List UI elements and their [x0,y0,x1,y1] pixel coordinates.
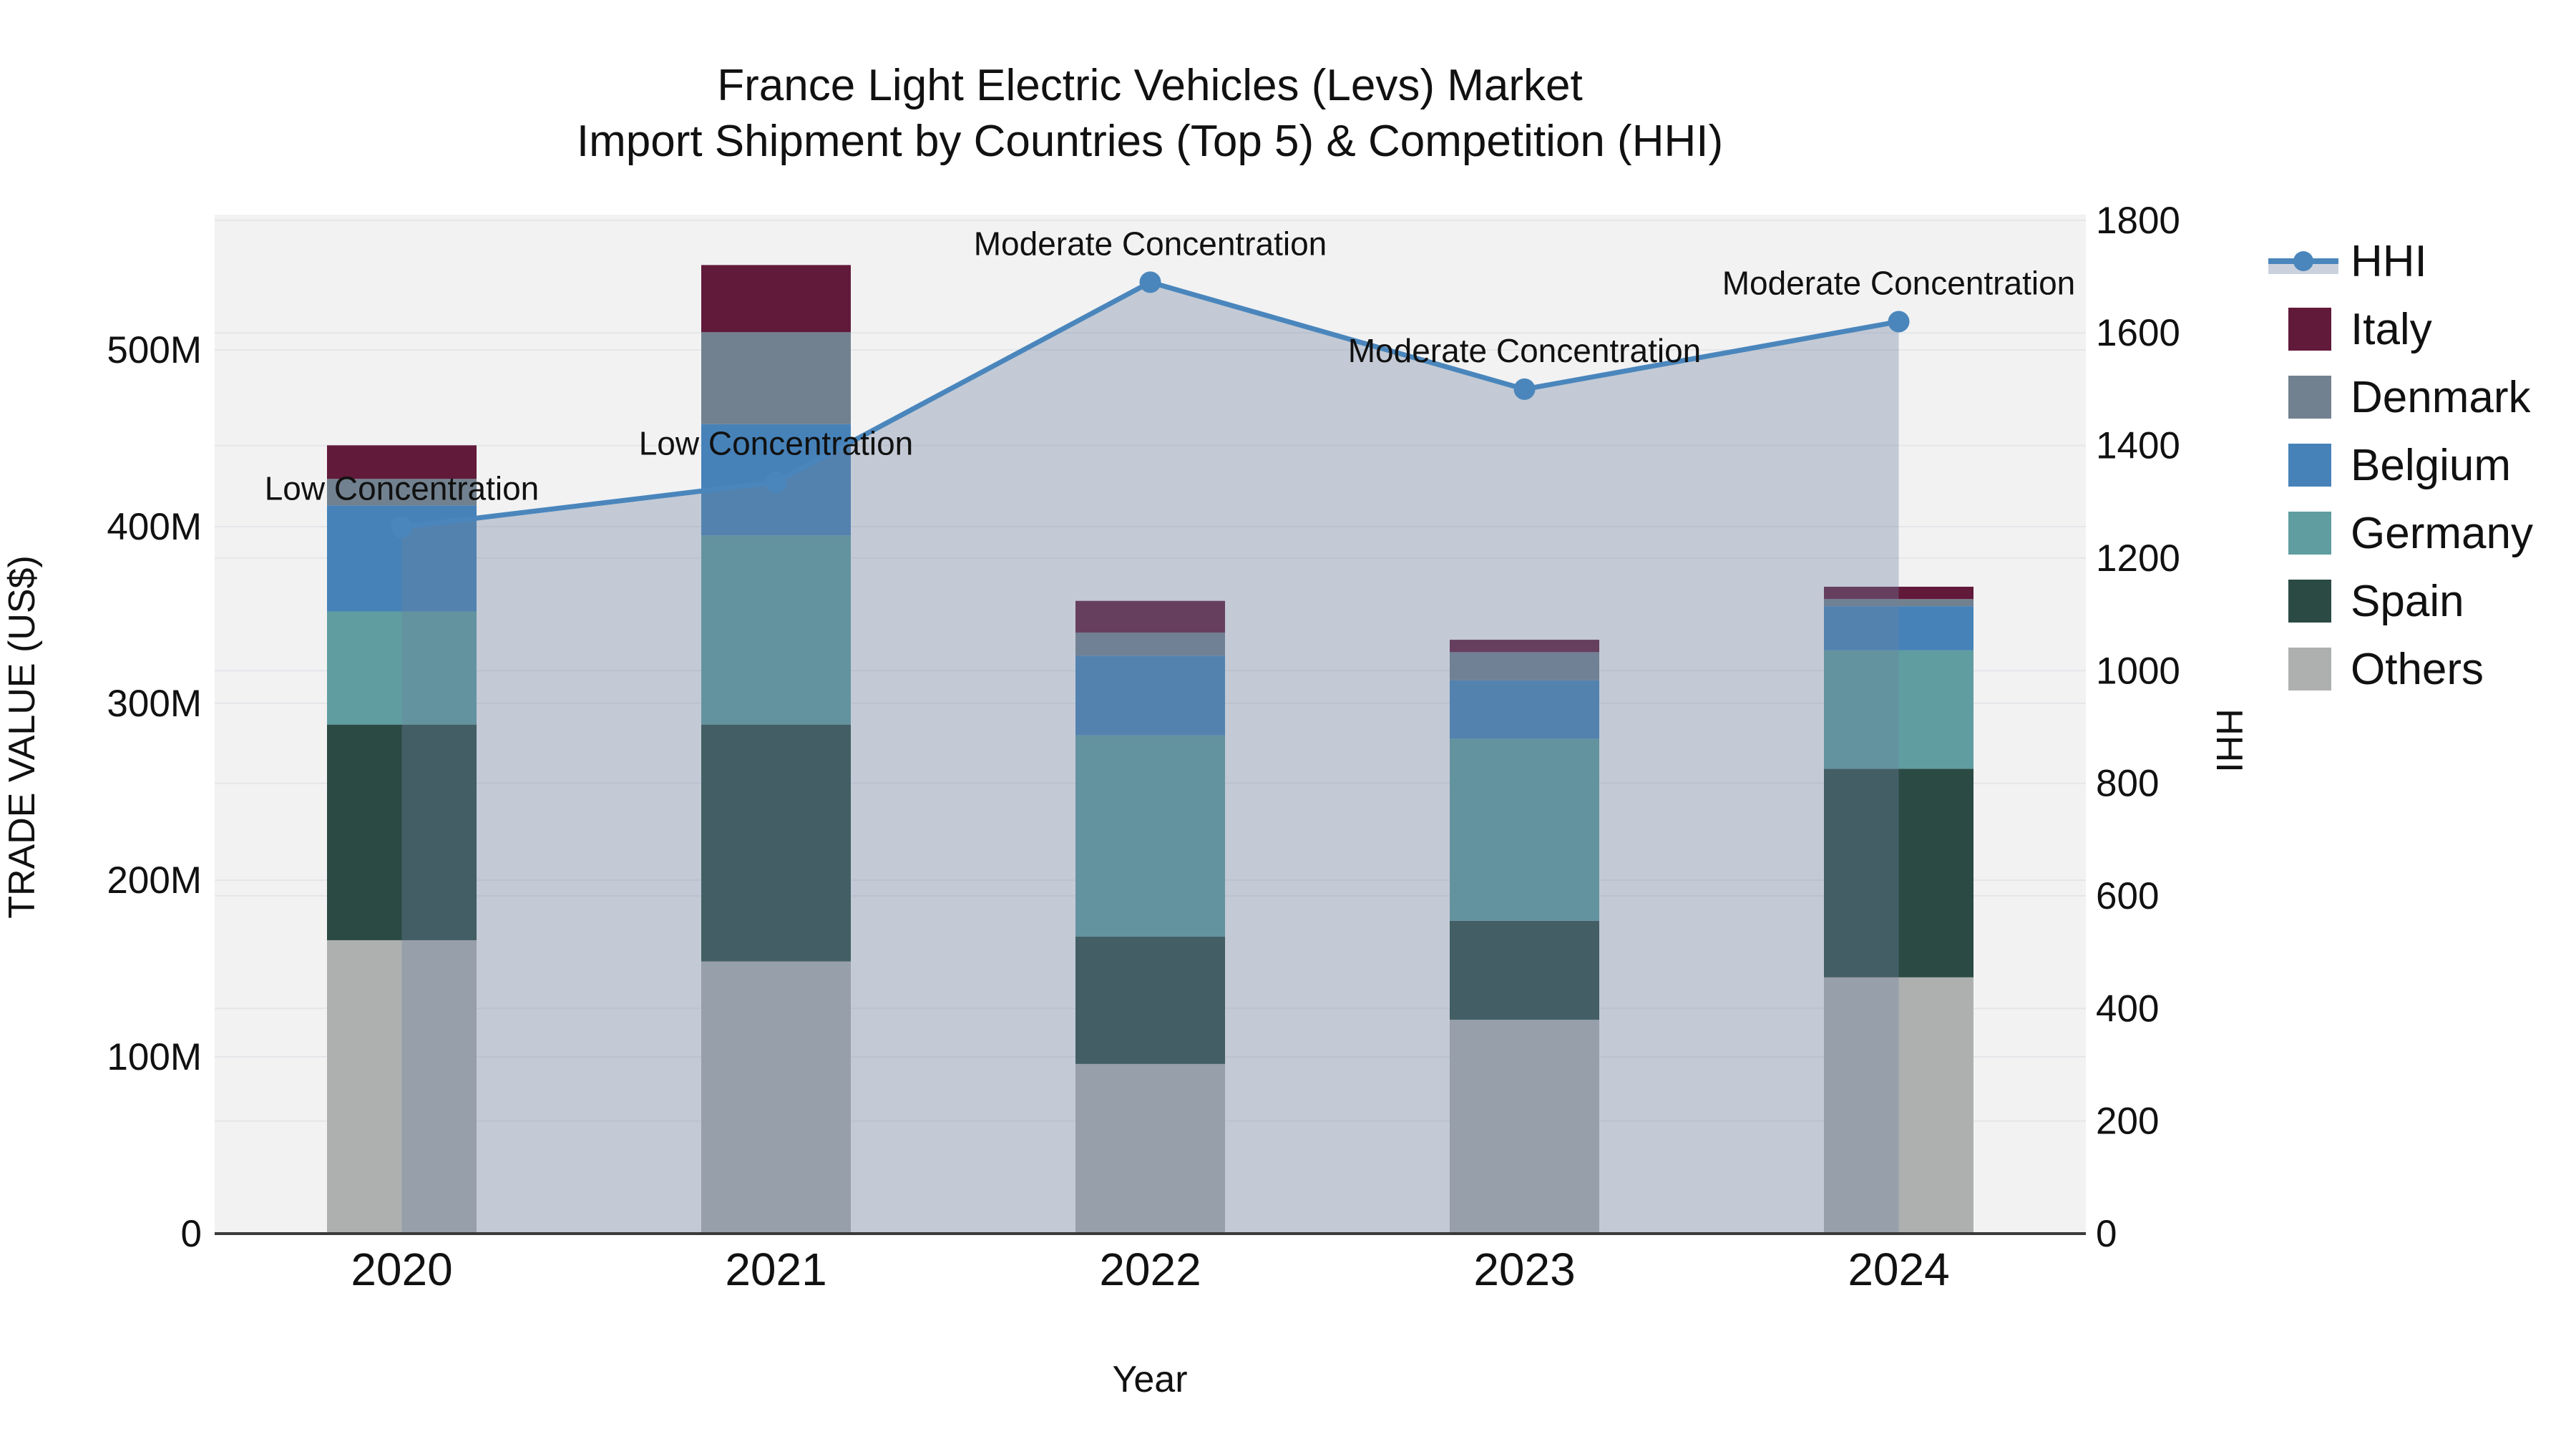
bar-segment-spain-2021 [701,724,851,962]
bar-segment-germany-2020 [327,611,477,725]
right-tick-1400: 1400 [2096,425,2180,467]
bar-segment-denmark-2021 [701,332,851,424]
legend-label-hhi: HHI [2351,237,2427,286]
left-tick-200M: 200M [107,859,202,902]
right-tick-200: 200 [2096,1101,2159,1143]
annotation-2023: Moderate Concentration [1348,332,1702,369]
hhi-marker-2024 [1888,311,1910,333]
annotation-2022: Moderate Concentration [974,225,1327,262]
bar-segment-others-2020 [327,940,477,1234]
legend-label-germany: Germany [2351,509,2533,558]
right-tick-400: 400 [2096,987,2159,1030]
x-tick-2020: 2020 [351,1244,452,1295]
legend-label-italy: Italy [2351,305,2432,354]
bar-segment-belgium-2023 [1450,680,1599,739]
legend-item-others[interactable]: Others [2288,645,2484,694]
bar-segment-others-2022 [1075,1063,1225,1234]
left-tick-500M: 500M [107,329,202,371]
bar-segment-others-2024 [1824,977,1974,1234]
bar-segment-italy-2022 [1075,600,1225,633]
bar-segment-spain-2022 [1075,937,1225,1064]
legend-label-denmark: Denmark [2351,373,2532,422]
left-tick-100M: 100M [107,1036,202,1078]
right-tick-800: 800 [2096,763,2159,805]
annotation-2020: Low Concentration [265,470,540,507]
right-tick-1200: 1200 [2096,537,2180,580]
x-tick-2021: 2021 [725,1244,826,1295]
bar-segment-italy-2023 [1450,640,1599,653]
bar-segment-spain-2023 [1450,920,1599,1020]
chart-title-line2: Import Shipment by Countries (Top 5) & C… [577,117,1723,166]
annotation-2021: Low Concentration [639,425,914,462]
legend-item-germany[interactable]: Germany [2288,509,2533,558]
bar-segment-spain-2020 [327,724,477,940]
legend-item-spain[interactable]: Spain [2288,577,2464,626]
legend-label-others: Others [2351,645,2484,694]
bar-segment-italy-2024 [1824,586,1974,600]
bar-segment-italy-2020 [327,445,477,479]
legend-swatch-denmark [2288,376,2331,419]
legend-swatch-spain [2288,580,2331,623]
bar-segment-italy-2021 [701,265,851,333]
hhi-area-fill [401,282,1899,1234]
bar-segment-germany-2022 [1075,735,1225,937]
right-tick-1000: 1000 [2096,650,2180,692]
bar-segment-denmark-2024 [1824,599,1974,607]
x-tick-2024: 2024 [1848,1244,1949,1295]
bar-segment-spain-2024 [1824,769,1974,977]
bar-segment-germany-2021 [701,535,851,725]
bar-segment-belgium-2022 [1075,655,1225,736]
legend-swatch-italy [2288,308,2331,351]
left-axis-title: TRADE VALUE (US$) [1,555,43,919]
legend-label-spain: Spain [2351,577,2464,626]
bar-segment-denmark-2023 [1450,652,1599,680]
legend-item-denmark[interactable]: Denmark [2288,373,2532,422]
plot-layer: Low Concentration Low Concentration Modera… [107,200,2180,1295]
right-axis-title: HHI [2208,708,2250,773]
legend-swatch-others [2288,648,2331,691]
hhi-marker-2020 [391,516,413,538]
legend-hhi-marker-swatch [2293,251,2313,271]
left-tick-400M: 400M [107,506,202,548]
legend-item-belgium[interactable]: Belgium [2288,441,2511,490]
bar-segment-belgium-2024 [1824,606,1974,650]
bar-segment-denmark-2020 [327,479,477,506]
legend: HHI Italy Denmark Belgium Germany Spain Others [2268,237,2533,694]
legend-label-belgium: Belgium [2351,441,2511,490]
hhi-marker-2023 [1513,378,1536,400]
legend-swatch-belgium [2288,444,2331,487]
left-tick-0: 0 [181,1213,202,1255]
right-tick-1600: 1600 [2096,312,2180,354]
chart-title-line1: France Light Electric Vehicles (Levs) Ma… [717,61,1582,110]
x-tick-2022: 2022 [1099,1244,1201,1295]
bar-segment-others-2023 [1450,1020,1599,1234]
legend-item-italy[interactable]: Italy [2288,305,2432,354]
x-axis-title: Year [1112,1359,1187,1400]
legend-swatch-germany [2288,512,2331,555]
bar-segment-germany-2024 [1824,650,1974,769]
hhi-marker-2022 [1139,271,1161,293]
right-tick-600: 600 [2096,875,2159,917]
bar-segment-germany-2023 [1450,738,1599,921]
legend-item-hhi[interactable]: HHI [2268,237,2427,286]
bar-segment-denmark-2022 [1075,633,1225,656]
left-tick-300M: 300M [107,683,202,725]
right-tick-1800: 1800 [2096,200,2180,242]
right-tick-0: 0 [2096,1213,2117,1255]
bar-segment-others-2021 [701,961,851,1234]
hhi-marker-2021 [765,471,787,493]
annotation-2024: Moderate Concentration [1722,264,2076,301]
x-tick-2023: 2023 [1473,1244,1575,1295]
